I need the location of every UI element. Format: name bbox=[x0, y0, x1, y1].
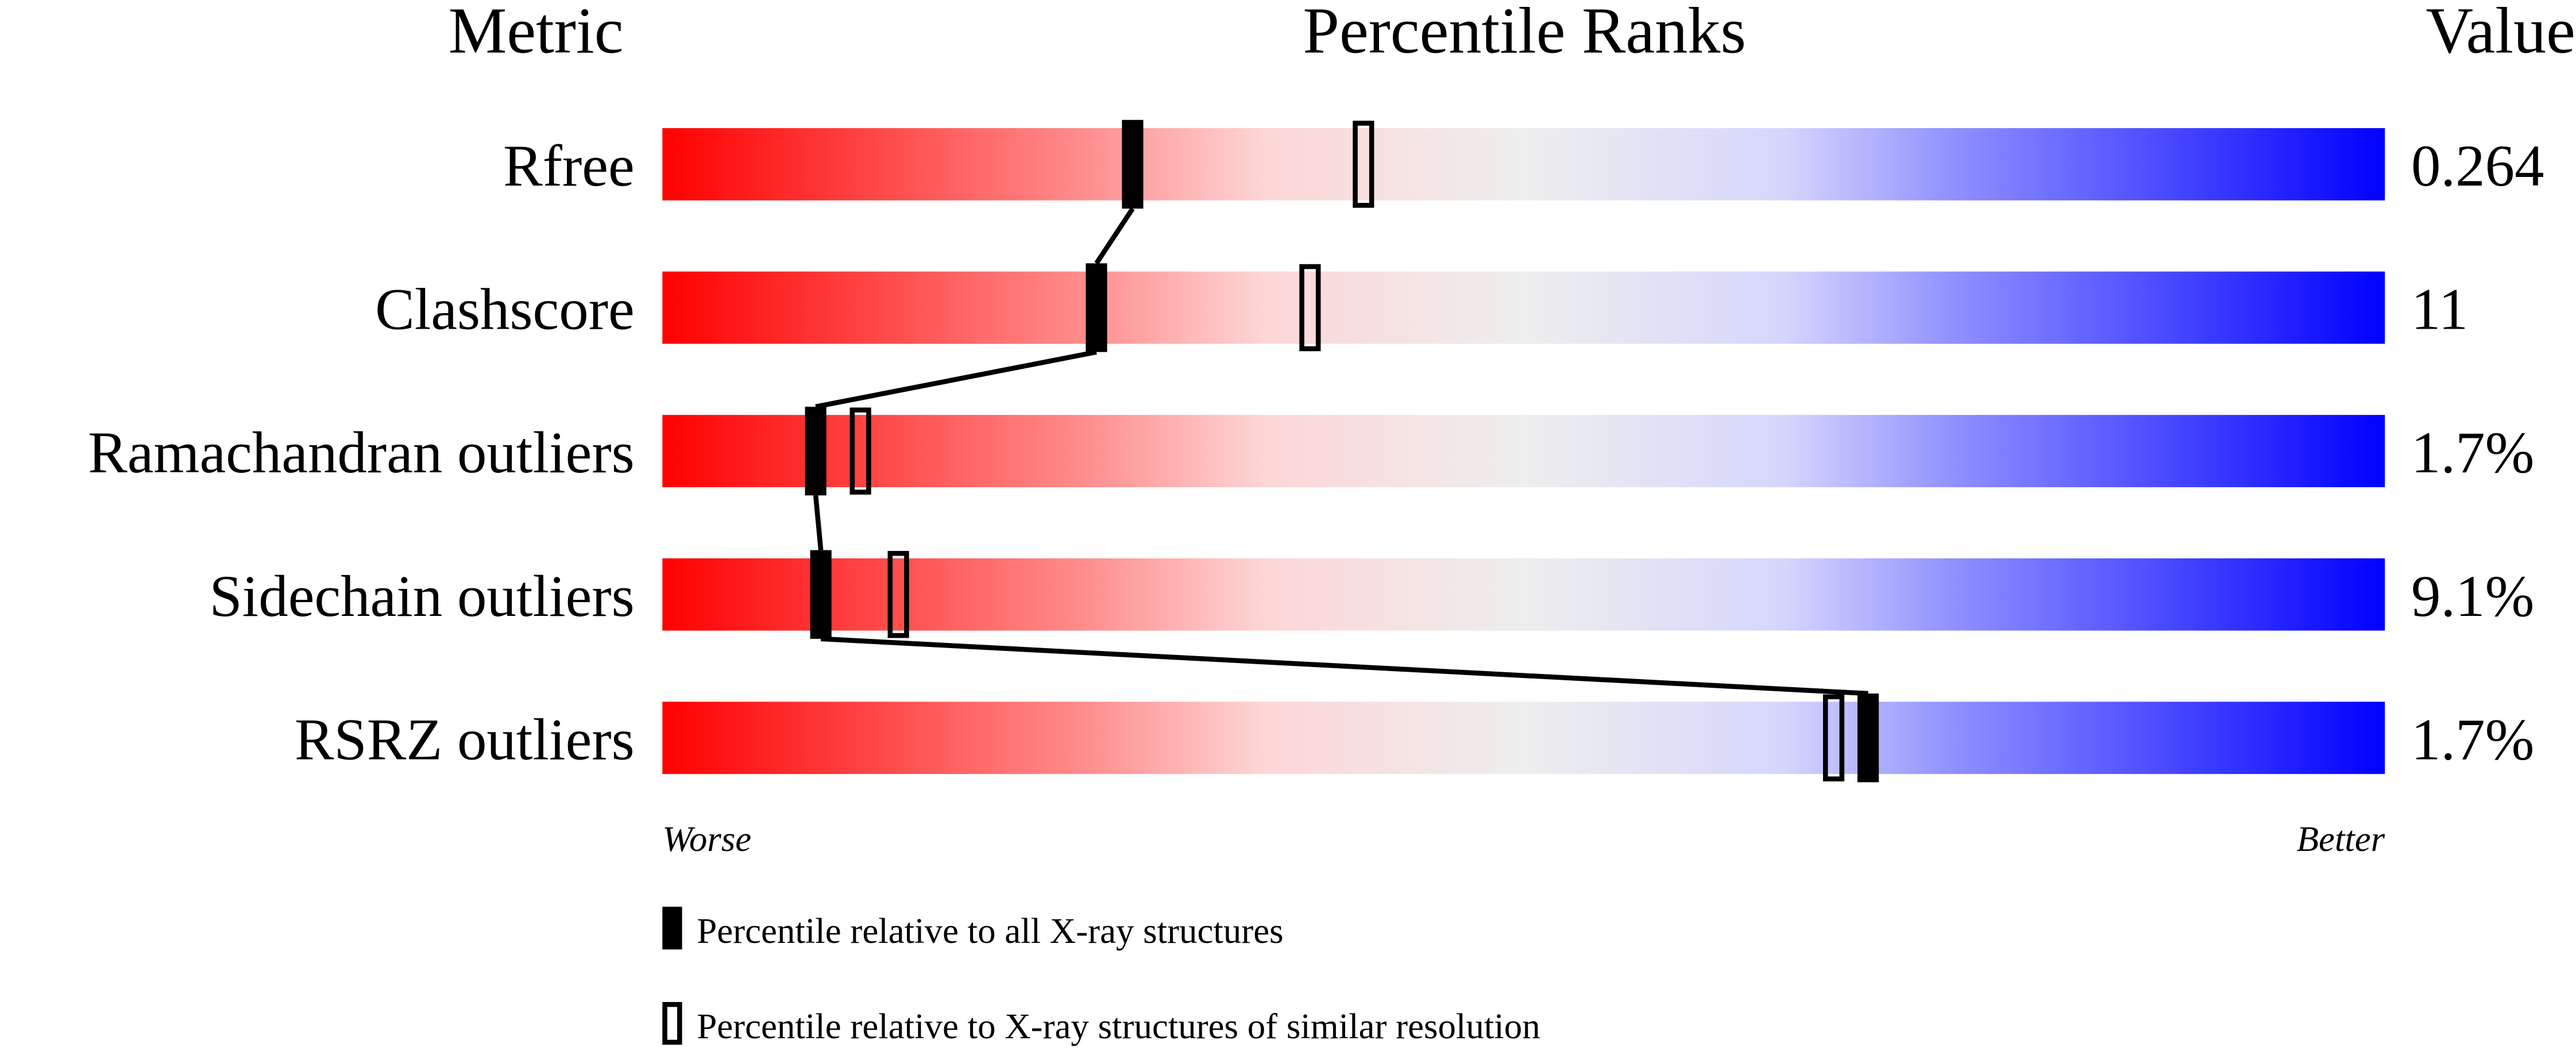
marker-all-structures bbox=[1122, 120, 1144, 209]
marker-all-structures bbox=[1086, 263, 1107, 352]
axis-label-better: Better bbox=[2297, 819, 2385, 859]
marker-similar-resolution bbox=[1822, 694, 1845, 781]
marker-similar-resolution bbox=[887, 550, 909, 638]
legend-similar: Percentile relative to X-ray structures … bbox=[697, 1006, 1540, 1046]
metric-value: 1.7% bbox=[2411, 707, 2534, 772]
marker-similar-resolution bbox=[1299, 264, 1321, 352]
metric-label: Rfree bbox=[503, 133, 635, 199]
axis-label-worse: Worse bbox=[662, 819, 751, 859]
metric-value: 0.264 bbox=[2411, 133, 2544, 199]
marker-all-structures bbox=[810, 550, 832, 639]
legend-open-marker bbox=[662, 1001, 682, 1045]
header-metric: Metric bbox=[449, 0, 624, 67]
percentile-bar bbox=[662, 415, 2385, 487]
metric-value: 9.1% bbox=[2411, 564, 2534, 629]
connector-line bbox=[813, 495, 824, 550]
metric-value: 11 bbox=[2411, 277, 2468, 342]
connector-line bbox=[1094, 207, 1135, 265]
percentile-bar bbox=[662, 558, 2385, 631]
metric-value: 1.7% bbox=[2411, 420, 2534, 486]
metric-label: RSRZ outliers bbox=[295, 707, 635, 772]
legend-all: Percentile relative to all X-ray structu… bbox=[697, 911, 1283, 951]
legend-filled-marker bbox=[662, 907, 682, 950]
percentile-bar bbox=[662, 271, 2385, 344]
connector-line bbox=[820, 636, 1868, 696]
metric-label: Clashscore bbox=[375, 277, 635, 342]
metric-label: Sidechain outliers bbox=[209, 564, 634, 629]
metric-label: Ramachandran outliers bbox=[88, 420, 635, 486]
connector-line bbox=[815, 349, 1097, 410]
marker-similar-resolution bbox=[849, 407, 871, 495]
marker-all-structures bbox=[1857, 693, 1879, 783]
marker-all-structures bbox=[805, 406, 827, 496]
header-percentile-ranks: Percentile Ranks bbox=[1303, 0, 1746, 67]
header-value: Value bbox=[2426, 0, 2575, 67]
percentile-bar bbox=[662, 128, 2385, 201]
marker-similar-resolution bbox=[1353, 121, 1374, 208]
percentile-bar bbox=[662, 702, 2385, 775]
